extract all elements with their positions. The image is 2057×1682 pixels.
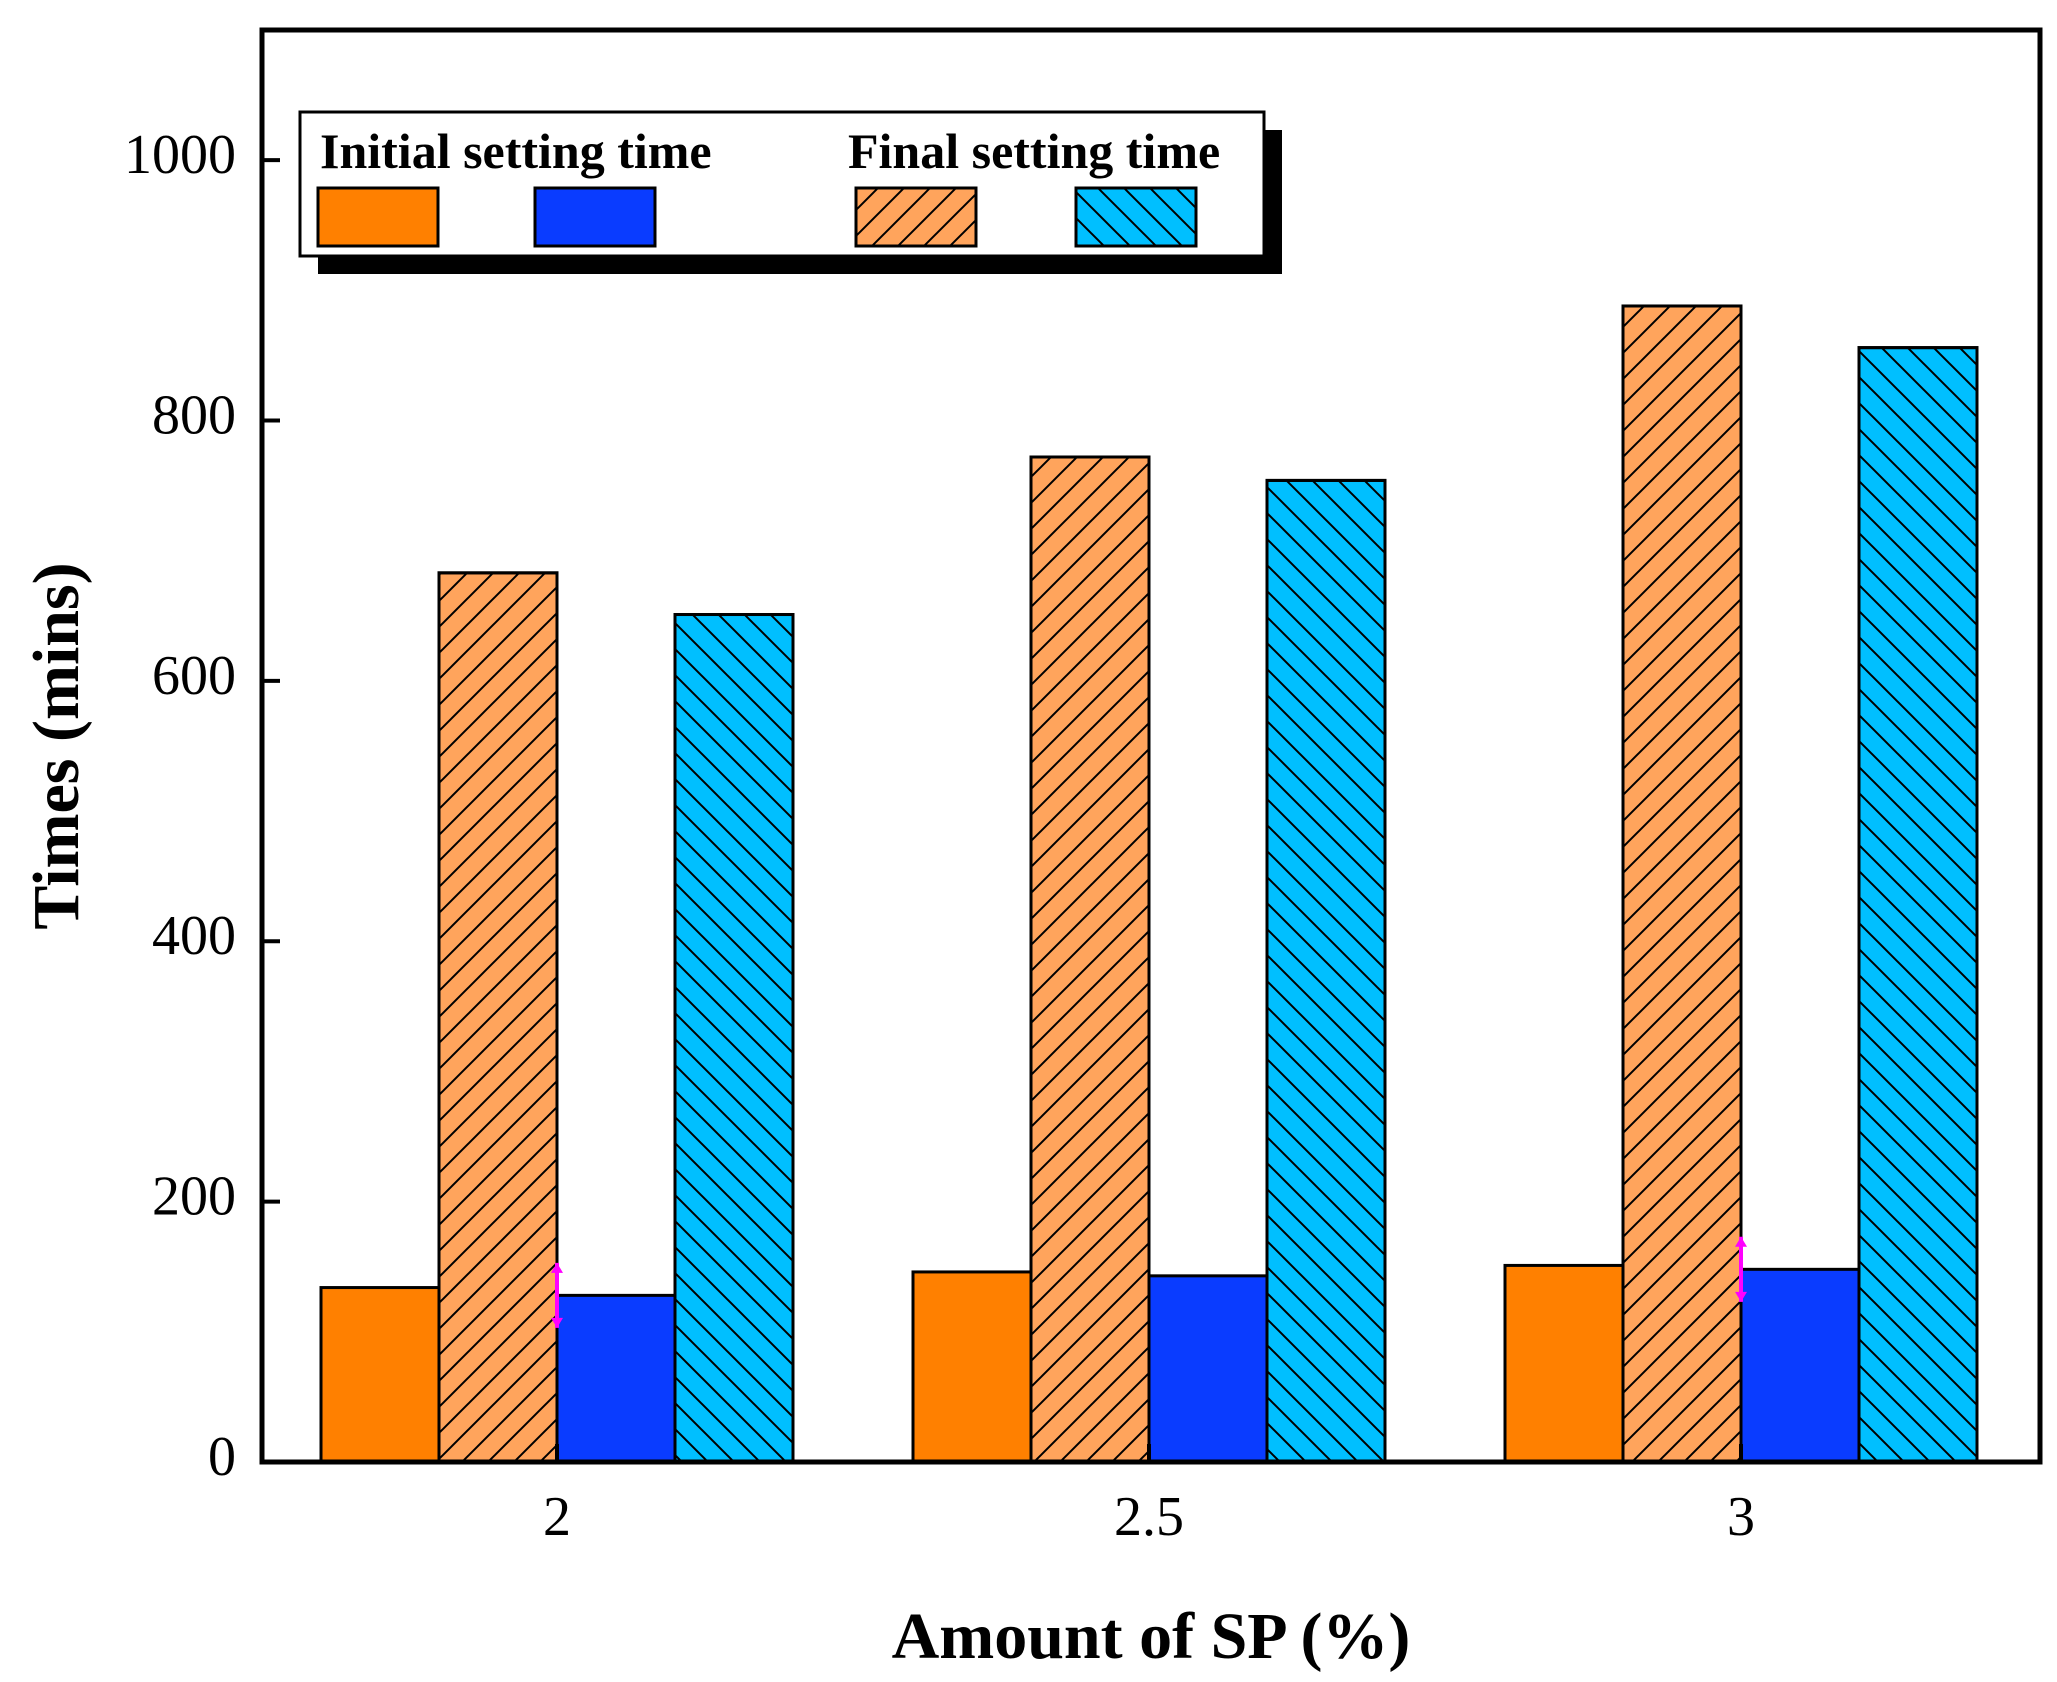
error-cap-top-series3-2 bbox=[551, 1262, 563, 1273]
x-tick-label: 3 bbox=[1727, 1486, 1755, 1548]
bar-initial-series3-2 bbox=[555, 1293, 677, 1464]
y-axis: 0 200 400 600 800 1000 bbox=[124, 124, 280, 1488]
y-tick: 1000 bbox=[124, 124, 280, 186]
bar-initial-series3-3 bbox=[1739, 1267, 1861, 1464]
y-tick-label: 600 bbox=[152, 645, 236, 707]
bar-hatch-series2-3 bbox=[1621, 304, 1743, 1464]
y-tick-label: 200 bbox=[152, 1165, 236, 1227]
legend-swatch-initial-orange bbox=[316, 186, 440, 248]
bars-layer bbox=[319, 304, 1979, 1464]
y-tick: 800 bbox=[152, 384, 280, 446]
error-cap-bottom-series3-2 bbox=[551, 1317, 563, 1328]
legend-swatch-final-orange-hatch bbox=[854, 186, 978, 248]
y-tick-label: 1000 bbox=[124, 124, 236, 186]
bar-hatch-series4-2.5 bbox=[1265, 478, 1387, 1464]
x-axis: 2 2.5 3 bbox=[543, 1444, 1755, 1548]
x-tick: 3 bbox=[1727, 1444, 1755, 1548]
y-tick-label: 800 bbox=[152, 384, 236, 446]
y-tick-label: 0 bbox=[208, 1426, 236, 1488]
x-tick-label: 2 bbox=[543, 1486, 571, 1548]
bar-hatch-series2-2.5 bbox=[1029, 455, 1151, 1464]
error-cap-top-series3-3 bbox=[1735, 1236, 1747, 1247]
y-tick: 400 bbox=[152, 905, 280, 967]
bar-initial-series1-2.5 bbox=[911, 1270, 1033, 1464]
legend-swatch-initial-blue bbox=[533, 186, 657, 248]
y-tick: 600 bbox=[152, 645, 280, 707]
bar-hatch-series2-2 bbox=[437, 571, 559, 1464]
error-cap-bottom-series3-3 bbox=[1735, 1291, 1747, 1302]
bar-hatch-series4-2 bbox=[673, 613, 795, 1464]
bar-hatch-series4-3 bbox=[1857, 346, 1979, 1464]
y-tick-label: 400 bbox=[152, 905, 236, 967]
x-axis-title: Amount of SP (%) bbox=[892, 1600, 1411, 1673]
bar-initial-series1-3 bbox=[1503, 1263, 1625, 1464]
bar-initial-series1-2 bbox=[319, 1286, 441, 1464]
y-tick: 200 bbox=[152, 1165, 280, 1227]
x-tick: 2.5 bbox=[1114, 1444, 1184, 1548]
x-tick: 2 bbox=[543, 1444, 571, 1548]
legend: Initial setting time Final setting time bbox=[298, 110, 1282, 274]
legend-initial-label: Initial setting time bbox=[320, 123, 712, 179]
y-tick: 0 bbox=[208, 1426, 280, 1488]
error-bars-layer bbox=[551, 1236, 1747, 1328]
y-axis-title: Times (mins) bbox=[20, 562, 93, 929]
x-tick-label: 2.5 bbox=[1114, 1486, 1184, 1548]
bar-initial-series3-2.5 bbox=[1147, 1274, 1269, 1464]
legend-swatch-final-blue-hatch bbox=[1074, 186, 1198, 248]
legend-final-label: Final setting time bbox=[848, 123, 1220, 179]
